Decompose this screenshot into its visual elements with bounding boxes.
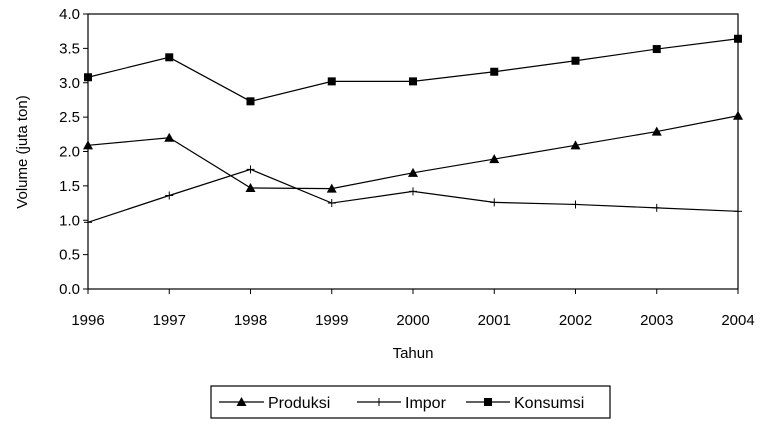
- data-point-impor: [734, 207, 742, 216]
- y-tick-label: 4.0: [59, 6, 80, 23]
- x-tick-label: 2003: [640, 312, 673, 329]
- y-tick-label: 1.5: [59, 178, 80, 195]
- y-tick-label: 0.0: [59, 281, 80, 298]
- y-tick-label: 2.0: [59, 144, 80, 161]
- data-point-impor: [327, 199, 336, 208]
- series-line-impor: [87, 168, 739, 223]
- x-tick-label: 2001: [478, 312, 511, 329]
- x-tick-label: 2004: [721, 312, 754, 329]
- x-tick-label: 2002: [559, 312, 592, 329]
- y-tick-label: 1.0: [59, 212, 80, 229]
- legend-item-produksi: Produksi: [219, 395, 330, 412]
- y-tick-label: 3.0: [59, 75, 80, 92]
- y-tick-label: 0.5: [59, 247, 80, 264]
- data-point-impor: [84, 218, 92, 227]
- legend-label-konsumsi: Konsumsi: [514, 395, 584, 412]
- series-konsumsi: [84, 34, 742, 106]
- x-tick-label: 1999: [315, 312, 348, 329]
- data-point-impor: [409, 187, 417, 196]
- series-impor: [84, 165, 742, 227]
- data-point-konsumsi: [734, 34, 742, 43]
- data-point-produksi: [326, 183, 337, 193]
- legend-item-konsumsi: Konsumsi: [466, 395, 584, 412]
- x-tick-label: 1997: [153, 312, 186, 329]
- x-tick-label: 2000: [396, 312, 429, 329]
- data-point-impor: [490, 198, 499, 207]
- data-point-impor: [652, 203, 661, 212]
- plot-area: 0.0 0.5 1.0 1.5 2.0 2.5 3.0 3.5 4.0 1996 1997 1998 1…: [59, 6, 755, 329]
- legend-box: [210, 385, 611, 419]
- data-point-konsumsi: [84, 73, 92, 82]
- data-point-konsumsi: [409, 77, 417, 86]
- data-point-produksi: [733, 110, 743, 120]
- legend: Produksi Impor Konsumsi: [210, 385, 611, 419]
- legend-marker-konsumsi: [484, 398, 492, 406]
- series-line-produksi: [87, 115, 739, 190]
- data-point-produksi: [83, 140, 93, 150]
- data-point-produksi: [408, 167, 418, 177]
- legend-item-impor: Impor: [357, 395, 447, 412]
- data-point-produksi: [489, 154, 500, 164]
- series-produksi: [83, 110, 743, 193]
- data-point-konsumsi: [490, 67, 499, 76]
- data-point-impor: [571, 200, 580, 209]
- legend-marker-impor: [375, 398, 383, 406]
- data-point-produksi: [245, 182, 256, 192]
- series-layer: [83, 34, 743, 227]
- x-axis-title: Tahun: [393, 345, 434, 362]
- data-point-produksi: [164, 132, 175, 142]
- y-tick-label: 2.5: [59, 109, 80, 126]
- y-axis-title: Volume (juta ton): [14, 95, 31, 208]
- legend-marker-produksi: [236, 397, 247, 406]
- data-point-konsumsi: [571, 56, 580, 65]
- data-point-konsumsi: [327, 77, 336, 86]
- data-point-impor: [165, 191, 174, 200]
- data-point-konsumsi: [246, 97, 255, 106]
- data-point-impor: [246, 165, 255, 174]
- legend-label-impor: Impor: [405, 395, 447, 412]
- legend-label-produksi: Produksi: [268, 395, 330, 412]
- x-tick-label: 1996: [71, 312, 104, 329]
- plot-frame: [87, 13, 739, 290]
- x-tick-label: 1998: [234, 312, 267, 329]
- data-point-produksi: [570, 140, 581, 150]
- y-tick-label: 3.5: [59, 40, 80, 57]
- data-point-konsumsi: [652, 45, 661, 54]
- data-point-produksi: [651, 126, 662, 136]
- series-line-konsumsi: [87, 38, 739, 102]
- data-point-konsumsi: [165, 53, 174, 62]
